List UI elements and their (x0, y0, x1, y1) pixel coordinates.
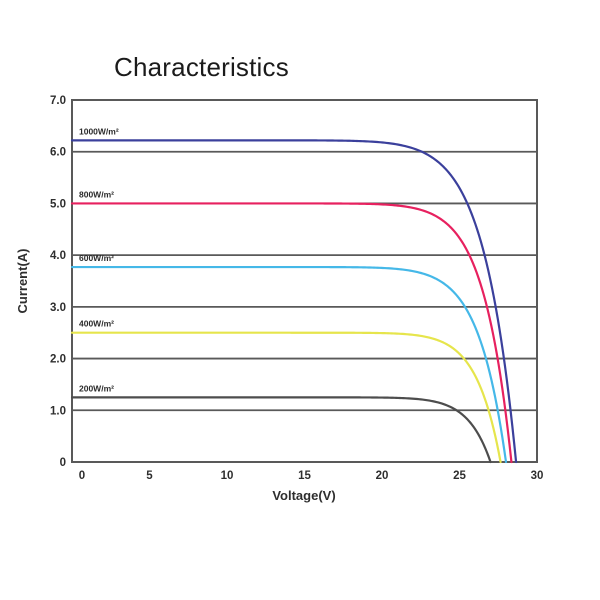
chart-title: Characteristics (114, 52, 289, 82)
gridlines (72, 150, 537, 412)
y-axis-title: Current(A) (15, 249, 30, 314)
curve-600wm (70, 265, 508, 464)
x-tick-label: 30 (531, 470, 544, 482)
series-labels: 1000W/m² 800W/m² 600W/m² 400W/m² 200W/m² (79, 126, 119, 393)
series-label: 1000W/m² (79, 126, 119, 136)
curve-800wm (70, 202, 513, 464)
x-tick-label: 25 (453, 470, 466, 482)
y-tick-label: 1.0 (50, 405, 66, 417)
y-tick-label: 3.0 (50, 302, 66, 314)
x-tick-label: 10 (221, 470, 234, 482)
x-tick-label: 0 (79, 470, 85, 482)
series-label: 800W/m² (79, 189, 114, 199)
x-axis-title: Voltage(V) (272, 488, 335, 503)
series-label: 400W/m² (79, 319, 114, 329)
y-tick-label: 2.0 (50, 354, 66, 366)
series-label: 200W/m² (79, 383, 114, 393)
x-tick-label: 20 (376, 470, 389, 482)
y-tick-label: 4.0 (50, 250, 66, 262)
x-axis-tick-labels: 0 5 10 15 20 25 30 (79, 470, 544, 482)
y-axis-tick-labels: 0 1.0 2.0 3.0 4.0 5.0 6.0 7.0 (50, 95, 66, 469)
curve-1000wm (70, 139, 518, 464)
y-tick-label: 0 (60, 457, 66, 469)
series-label: 600W/m² (79, 253, 114, 263)
y-tick-label: 6.0 (50, 147, 66, 159)
curve-400wm (70, 331, 502, 464)
y-tick-label: 5.0 (50, 198, 66, 210)
x-tick-label: 15 (298, 470, 311, 482)
y-tick-label: 7.0 (50, 95, 66, 107)
curve-200wm (70, 396, 492, 464)
iv-curves (70, 139, 518, 464)
x-tick-label: 5 (146, 470, 153, 482)
plot-area (71, 99, 538, 463)
